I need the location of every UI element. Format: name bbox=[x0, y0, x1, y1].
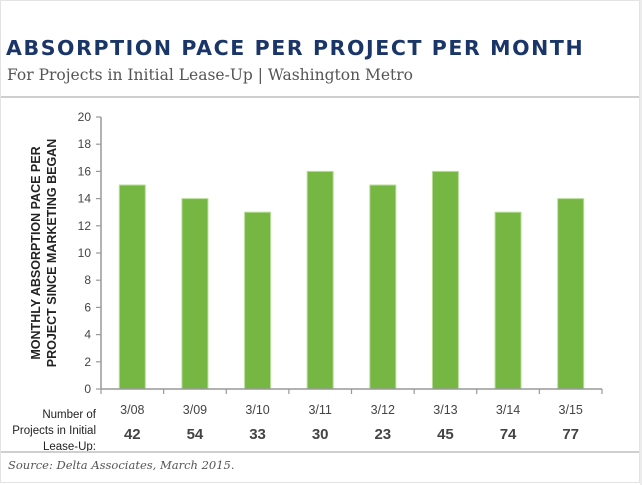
projects-row-label: Number of Projects in Initial Lease-Up: bbox=[12, 409, 97, 453]
y-axis-title: MONTHLY ABSORPTION PACE PER PROJECT SINC… bbox=[29, 139, 59, 368]
project-count: 30 bbox=[312, 426, 329, 443]
y-tick-label: 20 bbox=[78, 110, 92, 124]
y-tick-label: 18 bbox=[78, 137, 92, 151]
x-tick-label: 3/15 bbox=[559, 403, 583, 417]
bar-3-12 bbox=[369, 184, 397, 390]
project-count: 23 bbox=[374, 426, 391, 443]
y-axis-title-line-2: PROJECT SINCE MARKETING BEGAN bbox=[45, 139, 59, 368]
bar-3-13 bbox=[431, 170, 459, 390]
x-tick-label: 3/14 bbox=[496, 403, 520, 417]
x-axis: 3/08 3/09 3/10 3/11 3/12 3/13 3/14 3/15 bbox=[100, 388, 603, 417]
x-tick-label: 3/09 bbox=[183, 403, 207, 417]
y-tick-label: 4 bbox=[84, 328, 91, 342]
x-tick-label: 3/10 bbox=[245, 403, 269, 417]
header-divider bbox=[1, 96, 639, 98]
y-axis-title-line-1: MONTHLY ABSORPTION PACE PER bbox=[29, 146, 43, 359]
bar-3-15 bbox=[557, 198, 585, 390]
bar-3-08 bbox=[118, 184, 146, 390]
footer-divider bbox=[1, 451, 639, 453]
project-count: 33 bbox=[249, 426, 266, 443]
chart-title: ABSORPTION PACE PER PROJECT PER MONTH bbox=[6, 36, 585, 60]
y-tick-label: 8 bbox=[84, 273, 91, 287]
x-tick-label: 3/12 bbox=[371, 403, 395, 417]
y-tick-label: 2 bbox=[84, 355, 91, 369]
bar-3-11 bbox=[306, 170, 334, 390]
projects-counts: 42 54 33 30 23 45 74 77 bbox=[124, 426, 579, 443]
bar-3-09 bbox=[181, 198, 209, 390]
chart-subtitle: For Projects in Initial Lease-Up | Washi… bbox=[7, 66, 413, 84]
project-count: 77 bbox=[562, 426, 579, 443]
y-tick-label: 16 bbox=[78, 164, 92, 178]
source-note: Source: Delta Associates, March 2015. bbox=[8, 458, 235, 472]
projects-row-label-line-1: Number of bbox=[42, 409, 96, 421]
y-tick-label: 6 bbox=[84, 300, 91, 314]
x-tick-label: 3/13 bbox=[433, 403, 457, 417]
projects-row-label-line-3: Lease-Up: bbox=[43, 441, 96, 453]
project-count: 54 bbox=[187, 426, 204, 443]
frame-shadow bbox=[640, 0, 642, 485]
y-axis: 0 2 4 6 8 10 12 14 16 18 20 bbox=[78, 110, 102, 396]
bar-3-10 bbox=[244, 211, 272, 390]
y-tick-label: 0 bbox=[84, 382, 91, 396]
x-tick-label: 3/08 bbox=[120, 403, 144, 417]
bar-3-14 bbox=[494, 211, 522, 390]
y-tick-label: 10 bbox=[78, 246, 92, 260]
bars bbox=[118, 170, 585, 390]
project-count: 45 bbox=[437, 426, 454, 443]
projects-row-label-line-2: Projects in Initial bbox=[12, 425, 96, 437]
project-count: 42 bbox=[124, 426, 141, 443]
x-tick-label: 3/11 bbox=[308, 403, 331, 417]
y-tick-label: 12 bbox=[78, 219, 92, 233]
y-tick-label: 14 bbox=[78, 192, 92, 206]
project-count: 74 bbox=[500, 426, 517, 443]
